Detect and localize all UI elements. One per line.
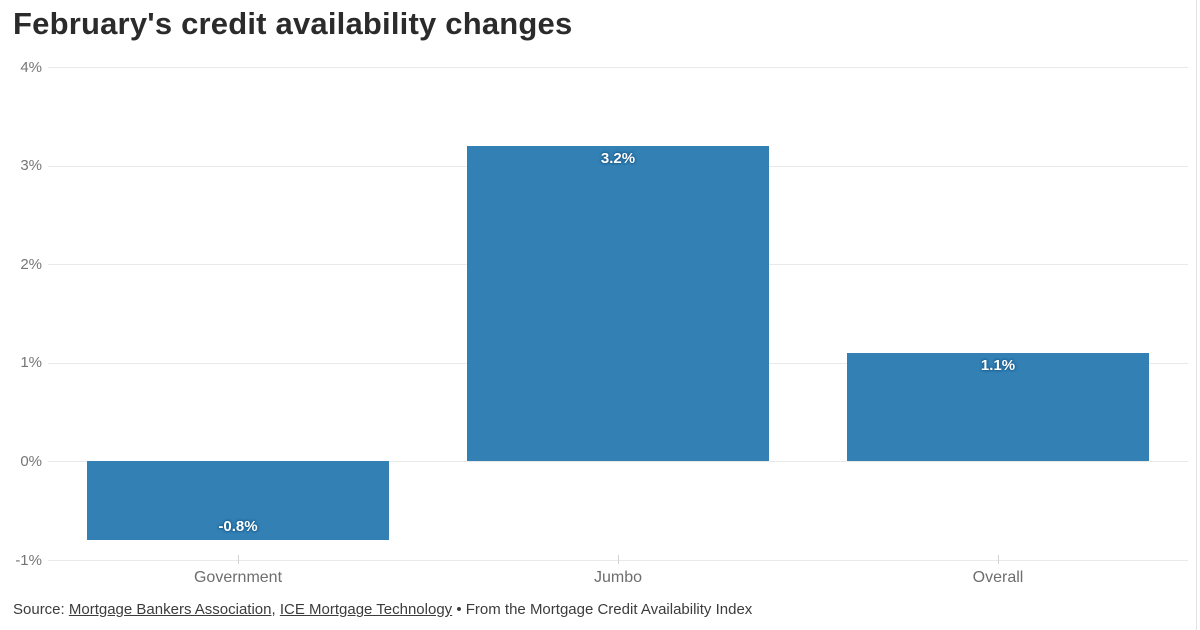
source-link-mortgage-bankers-association[interactable]: Mortgage Bankers Association: [68, 601, 272, 618]
y-tick-label: 2%: [20, 255, 42, 273]
source-link-ice-mortgage-technology[interactable]: ICE Mortgage Technology: [279, 601, 453, 618]
source-line: Source: Mortgage Bankers Association, IC…: [13, 601, 752, 618]
source-suffix: • From the Mortgage Credit Availability …: [452, 601, 753, 618]
bar-jumbo: 3.2%: [467, 145, 769, 462]
y-tick-label: -1%: [15, 551, 42, 569]
chart-title: February's credit availability changes: [13, 6, 573, 41]
x-axis-tick: [618, 555, 619, 564]
source-separator: ,: [271, 601, 280, 618]
y-tick-label: 0%: [20, 452, 42, 470]
y-tick-label: 3%: [20, 157, 42, 175]
x-category-label: Overall: [972, 569, 1024, 586]
bar-government: -0.8%: [87, 461, 389, 541]
x-category-label: Jumbo: [593, 569, 643, 586]
frame-right-border: [1196, 0, 1197, 630]
x-category-label: Government: [193, 569, 283, 586]
bar-value-label: 1.1%: [980, 356, 1016, 374]
x-axis-tick: [998, 555, 999, 564]
y-tick-label: 1%: [20, 354, 42, 372]
gridline: [48, 67, 1188, 68]
x-axis-tick: [238, 555, 239, 564]
bar-value-label: 3.2%: [600, 149, 636, 167]
y-tick-label: 4%: [20, 58, 42, 76]
source-prefix: Source:: [13, 601, 69, 618]
gridline: [48, 461, 1188, 463]
bar-value-label: -0.8%: [218, 518, 258, 536]
bar-overall: 1.1%: [847, 352, 1149, 462]
